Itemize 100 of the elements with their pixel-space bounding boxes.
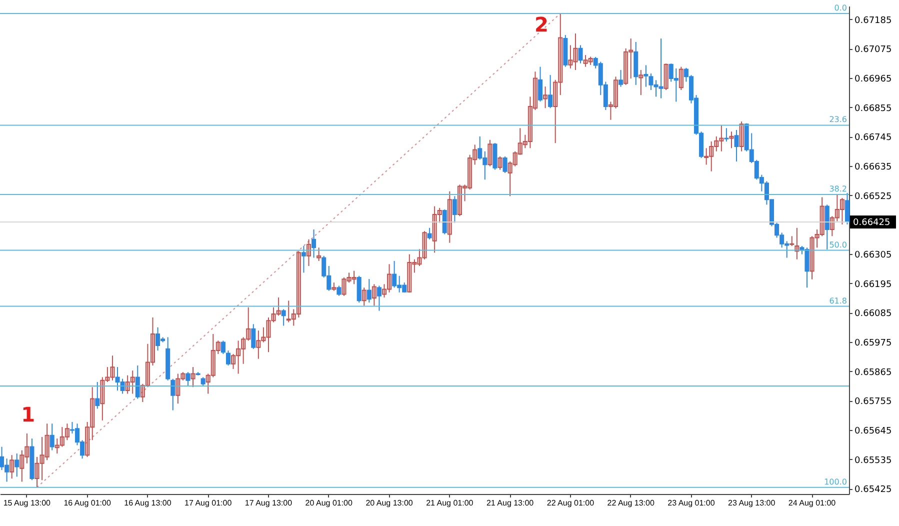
annotation: 0.0 [834,3,847,12]
y-tick-label: 0.66635 [854,162,892,172]
candlestick [306,238,312,266]
candlestick [543,86,548,109]
candlestick [90,386,95,441]
candlestick [528,96,532,149]
candlestick [372,284,376,306]
x-tick-label: 21 Aug 01:00 [426,498,474,508]
candlestick [220,340,226,354]
candlestick [538,66,543,102]
candlestick [266,316,271,353]
candlestick [508,160,512,197]
annotation: 38.2 [829,184,847,194]
candlestick [95,382,100,410]
y-tick-label: 0.66525 [854,192,892,202]
candlestick [60,426,64,448]
candlestick [512,150,518,167]
candlestick [472,144,478,166]
candlestick [301,246,306,274]
candlestick [362,287,366,306]
candlestick [296,250,301,318]
annotation: 61.8 [829,296,847,306]
candlestick [291,308,296,326]
annotation: 2 [534,12,548,36]
candlestick [210,334,216,378]
candlestick [548,74,553,109]
candlestick [281,308,286,326]
x-tick-label: 22 Aug 01:00 [546,498,595,508]
x-tick-label: 22 Aug 13:00 [607,498,655,508]
candlestick [462,184,468,202]
candlestick [140,383,145,402]
y-tick-label: 0.67075 [854,45,892,56]
candlestick [498,156,502,170]
x-tick-label: 15 Aug 13:00 [3,498,52,508]
candlestick [180,372,186,381]
candlestick [346,272,352,284]
candlestick [427,227,432,240]
x-tick-label: 23 Aug 13:00 [728,498,776,508]
y-tick-label: 0.65865 [854,368,892,378]
annotation: 50.0 [829,240,847,250]
candlestick [422,230,427,260]
candlestick [522,134,528,149]
candlestick [10,454,14,480]
candlestick [664,63,668,90]
candlestick [824,204,830,250]
candlestick [64,423,70,441]
x-tick-label: 23 Aug 01:00 [668,498,716,508]
candlestick [814,228,820,248]
candlestick [704,148,709,166]
candlestick [457,184,462,217]
candlestick [125,374,130,394]
y-tick-label: 0.65535 [854,456,892,466]
y-tick-label: 0.66195 [854,280,892,290]
candlestick [437,207,442,224]
candlestick [130,370,135,394]
candlestick [734,130,739,162]
candlestick [729,131,734,149]
candlestick [447,190,452,244]
y-tick-label: 0.67185 [854,16,892,26]
annotation: 100.0 [824,477,847,486]
candlestick [356,275,362,304]
candlestick [44,423,50,461]
candlestick [54,438,60,454]
candlestick [553,79,558,144]
x-tick-label: 17 Aug 13:00 [244,498,293,508]
candlestick [176,373,180,404]
y-tick-label: 0.65975 [854,338,892,348]
candlestick [231,354,236,370]
candlestick [834,194,840,222]
candlestick [271,306,276,323]
y-tick-label: 0.66745 [854,133,892,144]
candlestick [342,276,346,296]
candlestick [34,456,40,488]
candlestick [170,378,176,411]
candlestick [613,76,618,109]
candlestick [366,278,372,304]
candlestick [492,142,498,170]
candlestick [14,452,20,478]
candlestick [241,336,246,364]
candlestick [412,258,417,274]
candlestick [442,208,447,235]
candlestick [558,12,563,96]
ref-line-label: 0.66425 [853,218,890,228]
candlestick [261,326,266,343]
candlestick [226,350,230,366]
candlestick [583,54,588,68]
x-tick-label: 20 Aug 13:00 [366,498,414,508]
candlestick [382,284,386,298]
candlestick [407,254,412,293]
candlestick [588,56,593,66]
candlestick [336,285,342,296]
candlestick [135,364,140,400]
candlestick [352,270,356,285]
candlestick [452,196,457,224]
x-tick-label: 16 Aug 13:00 [124,498,172,508]
candlestick [719,124,724,152]
candlestick [376,285,382,312]
candlestick [432,206,437,254]
annotation: 1 [21,402,35,426]
candlestick [251,324,256,350]
